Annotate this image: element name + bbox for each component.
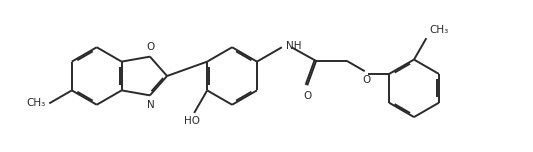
Text: CH₃: CH₃ bbox=[27, 98, 46, 108]
Text: HO: HO bbox=[184, 116, 200, 126]
Text: N: N bbox=[147, 100, 155, 110]
Text: CH₃: CH₃ bbox=[429, 26, 448, 35]
Text: O: O bbox=[147, 42, 155, 52]
Text: O: O bbox=[303, 91, 311, 101]
Text: NH: NH bbox=[286, 41, 302, 51]
Text: O: O bbox=[362, 75, 370, 85]
